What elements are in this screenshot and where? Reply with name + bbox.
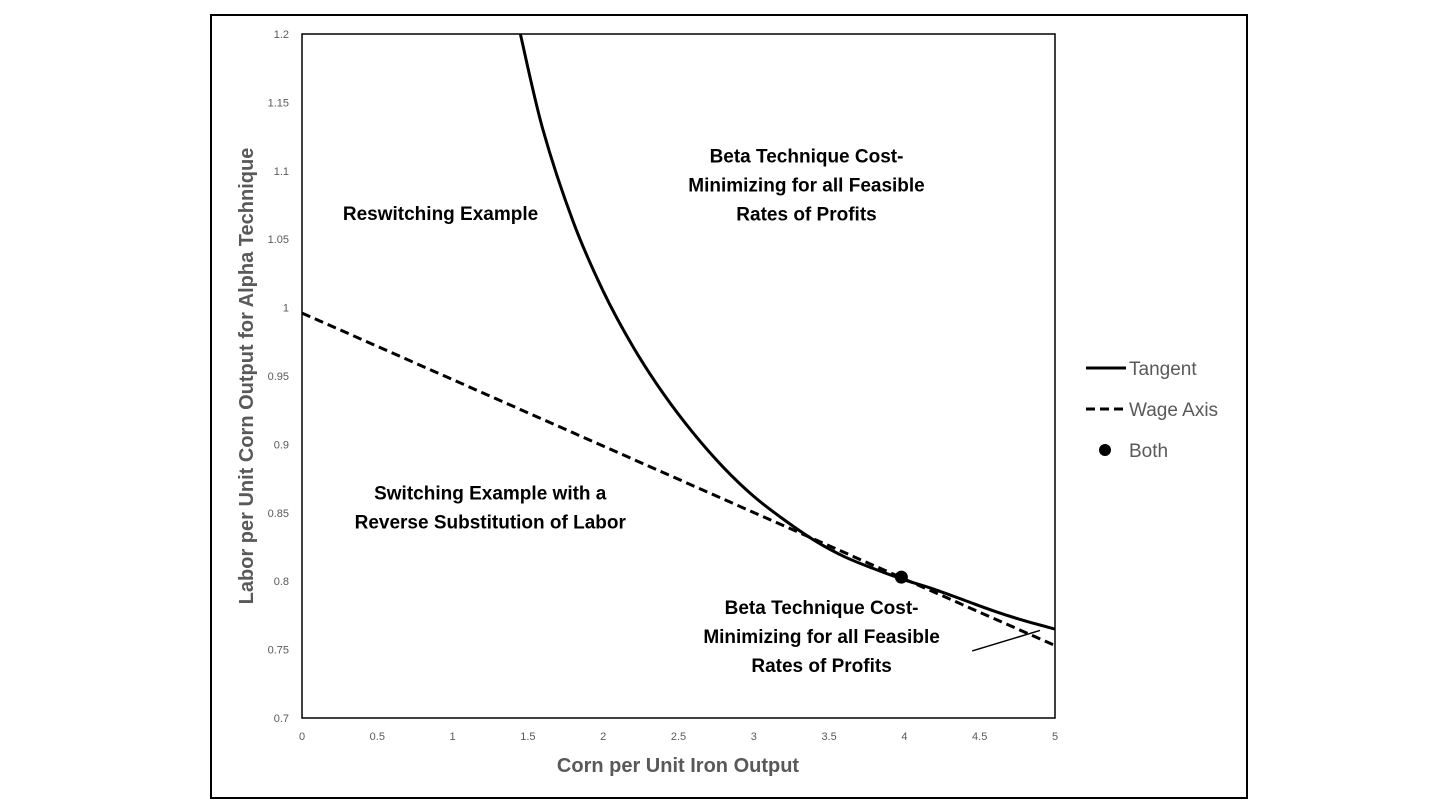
annotation-line: Reswitching Example [343,204,538,225]
annotation-pointer-line [971,629,1041,652]
legend-label-tangent: Tangent [1129,359,1197,380]
annotation-line: Beta Technique Cost- [710,146,904,167]
annotation-text: Beta Technique Cost- Minimizing for all F… [688,146,924,225]
y-tick-label: 1.1 [274,166,289,178]
plot-area [301,33,1056,719]
x-axis-title: Corn per Unit Iron Output [557,755,800,777]
series-point-both [894,570,908,584]
x-tick-label: 3 [751,731,757,743]
y-tick-label: 0.75 [268,645,289,657]
legend-label-wage-axis: Wage Axis [1129,400,1218,421]
x-tick-label: 1.5 [520,731,535,743]
x-tick-label: 5 [1052,731,1058,743]
y-tick-label: 0.95 [268,371,289,383]
series-line-tangent [518,34,1055,631]
chart-frame [210,14,1248,799]
x-tick-label: 2 [600,731,606,743]
x-tick-label: 0 [299,731,305,743]
y-tick-label: 1.2 [274,29,289,41]
annotation-line: Minimizing for all Feasible [703,627,939,648]
x-tick-label: 1 [450,731,456,743]
annotation-line: Minimizing for all Feasible [688,175,924,196]
x-tick-label: 4.5 [972,731,987,743]
x-tick-label: 3.5 [821,731,836,743]
legend-swatch-both [1099,444,1111,456]
y-tick-label: 1 [283,303,289,315]
annotation-text: Beta Technique Cost- Minimizing for all F… [703,598,939,677]
y-tick-label: 0.9 [274,439,289,451]
annotation-line: Switching Example with a [374,484,607,505]
y-axis-title: Labor per Unit Corn Output for Alpha Tec… [236,148,258,605]
x-tick-label: 4 [901,731,907,743]
x-tick-label: 2.5 [671,731,686,743]
annotation-text: Switching Example with a Reverse Substitu… [355,484,627,534]
annotation-line: Rates of Profits [736,204,876,225]
annotation-line: Rates of Profits [751,656,891,677]
series-line-wage-axis [302,311,1055,647]
y-tick-label: 1.15 [268,97,289,109]
x-tick-label: 0.5 [370,731,385,743]
y-tick-label: 1.05 [268,234,289,246]
annotation-text: Reswitching Example [343,204,538,225]
legend: Tangent Wage Axis Both [1086,359,1218,462]
legend-label-both: Both [1129,441,1168,462]
annotation-line: Beta Technique Cost- [725,598,919,619]
y-tick-label: 0.8 [274,576,289,588]
annotation-line: Reverse Substitution of Labor [355,513,627,534]
y-tick-label: 0.85 [268,508,289,520]
y-tick-label: 0.7 [274,713,289,725]
